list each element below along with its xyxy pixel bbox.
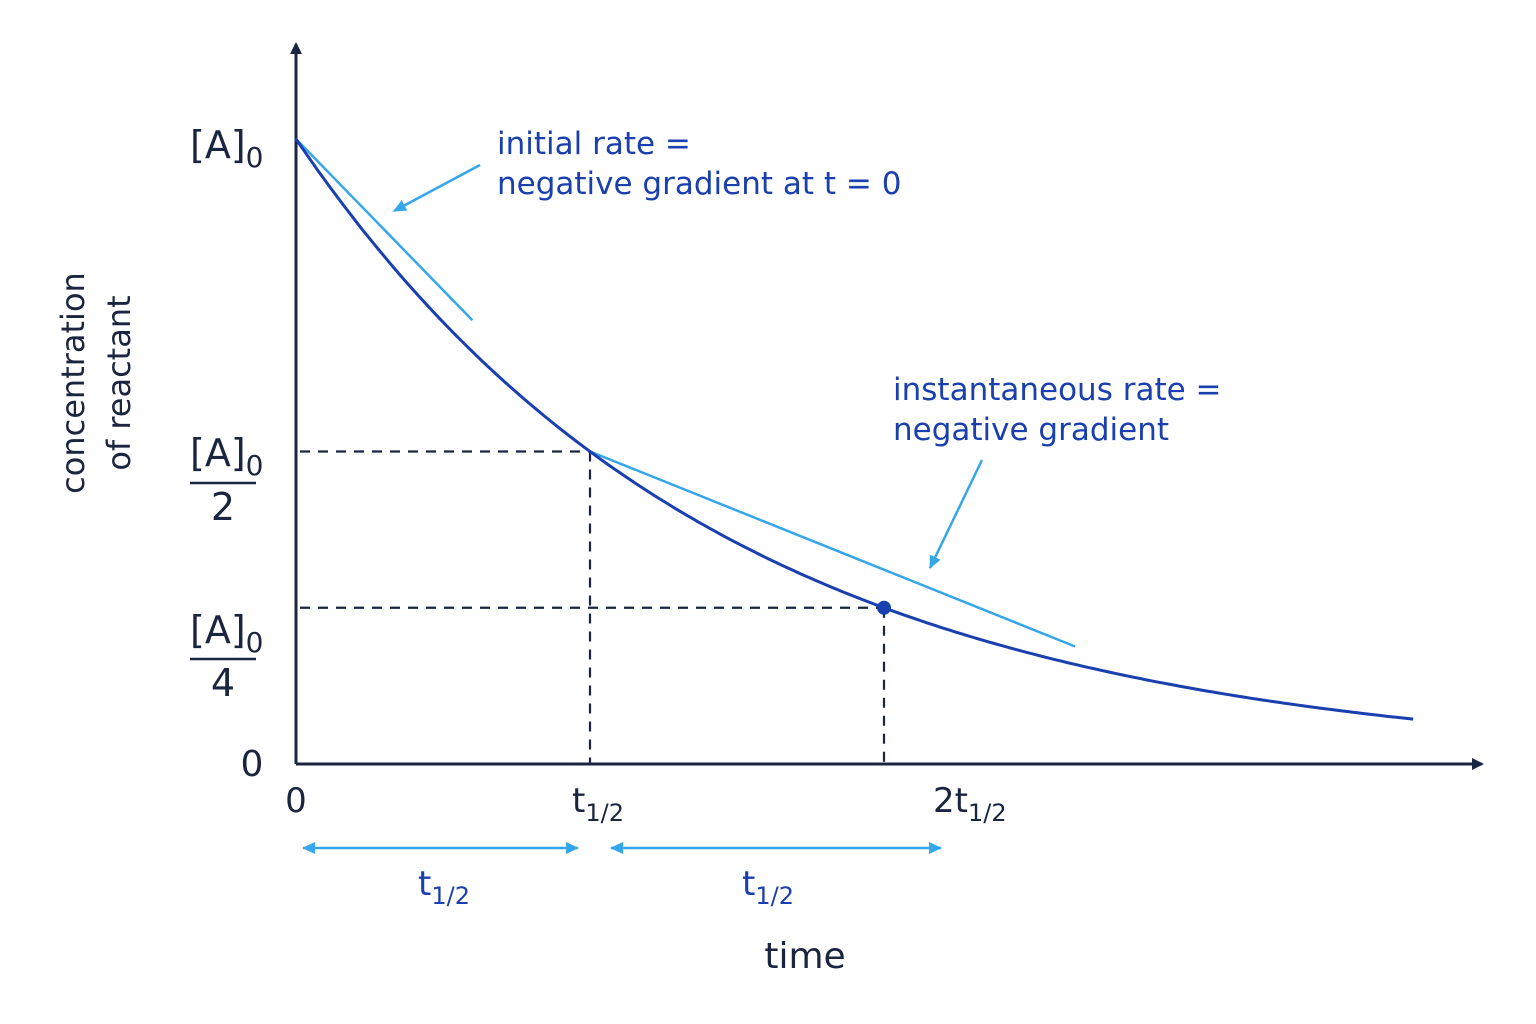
interval-label-2: t1/2 (742, 864, 794, 910)
x-axis-title: time (764, 936, 845, 977)
annotation-instantaneous-arrow (928, 459, 984, 569)
decay-curve (294, 138, 1414, 721)
annotation-initial-rate-line-1: initial rate = (497, 126, 691, 162)
y-tick-quarter-denominator: 4 (211, 661, 235, 705)
annotation-initial-rate: initial rate = negative gradient at t = … (393, 126, 901, 213)
interval-label-1: t1/2 (418, 864, 470, 910)
annotation-instantaneous-line-2: negative gradient (893, 412, 1169, 448)
y-tick-a0-label: [A]0 (190, 123, 263, 174)
x-tick-two-half-lives: 2t1/2 (933, 781, 1007, 827)
y-axis-title: concentration of reactant (54, 272, 138, 494)
tangent-line-1 (295, 138, 474, 322)
annotation-initial-rate-line-2: negative gradient at t = 0 (497, 166, 901, 202)
tangent-lines (295, 138, 1076, 648)
y-axis-title-line-2: of reactant (100, 295, 138, 470)
tangent-line-2 (589, 450, 1076, 648)
guide-lines (300, 450, 886, 764)
y-tick-a0-quarter: [A]0 4 (190, 608, 263, 705)
annotation-instantaneous-line-1: instantaneous rate = (893, 372, 1222, 408)
y-axis-title-line-1: concentration (54, 272, 92, 494)
x-tick-half-life: t1/2 (572, 781, 624, 827)
y-tick-zero: 0 (241, 744, 264, 785)
y-tick-half-denominator: 2 (211, 485, 235, 529)
y-tick-a0: [A]0 (190, 123, 263, 174)
y-tick-quarter-numerator: [A]0 (190, 608, 263, 659)
annotation-instantaneous-rate: instantaneous rate = negative gradient (893, 372, 1222, 569)
x-tick-zero: 0 (285, 781, 307, 821)
y-tick-a0-half: [A]0 2 (190, 431, 263, 529)
annotation-initial-rate-arrow (393, 163, 481, 213)
y-tick-half-numerator: [A]0 (190, 431, 263, 482)
point-2-half-life (877, 600, 891, 615)
